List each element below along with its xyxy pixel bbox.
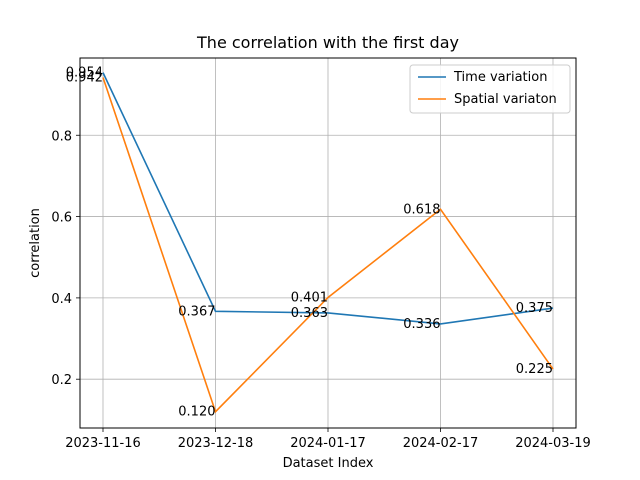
x-tick-label: 2024-03-19 [515, 436, 591, 451]
x-tick-label: 2024-02-17 [403, 436, 479, 451]
series-line-1 [102, 77, 554, 414]
x-tick-label: 2024-01-17 [290, 436, 366, 451]
data-label: 0.954 [66, 66, 103, 81]
y-tick-label: 0.4 [51, 292, 72, 307]
legend: Time variation Spatial variaton [409, 64, 571, 114]
legend-entry: Spatial variaton [454, 92, 557, 107]
data-label: 0.225 [516, 362, 553, 377]
data-label: 0.401 [291, 290, 328, 305]
data-label: 0.363 [291, 306, 328, 321]
legend-box [409, 64, 571, 114]
data-label: 0.375 [516, 301, 553, 316]
x-axis-label: Dataset Index [283, 456, 374, 471]
chart-title: The correlation with the first day [196, 33, 459, 52]
legend-entry: Time variation [453, 70, 547, 85]
data-label: 0.120 [178, 405, 215, 420]
series-layer [102, 72, 554, 414]
y-tick-label: 0.6 [51, 211, 72, 226]
series-line-0 [102, 72, 554, 325]
y-tick-label: 0.2 [51, 373, 72, 388]
y-axis-label: correlation [28, 208, 43, 278]
data-label: 0.618 [403, 202, 440, 217]
data-label: 0.336 [403, 317, 440, 332]
data-label: 0.367 [178, 304, 215, 319]
axis-ticks: 2023-11-16 2023-12-18 2024-01-17 2024-02-17… [51, 129, 590, 451]
x-tick-label: 2023-12-18 [178, 436, 254, 451]
data-label: 0.942 [66, 71, 103, 86]
x-tick-label: 2023-11-16 [65, 436, 141, 451]
grid-lines [80, 58, 576, 428]
data-labels: 0.954 0.367 0.363 0.336 0.375 0.942 0.120 0.401… [66, 66, 553, 420]
y-tick-label: 0.8 [51, 129, 72, 144]
